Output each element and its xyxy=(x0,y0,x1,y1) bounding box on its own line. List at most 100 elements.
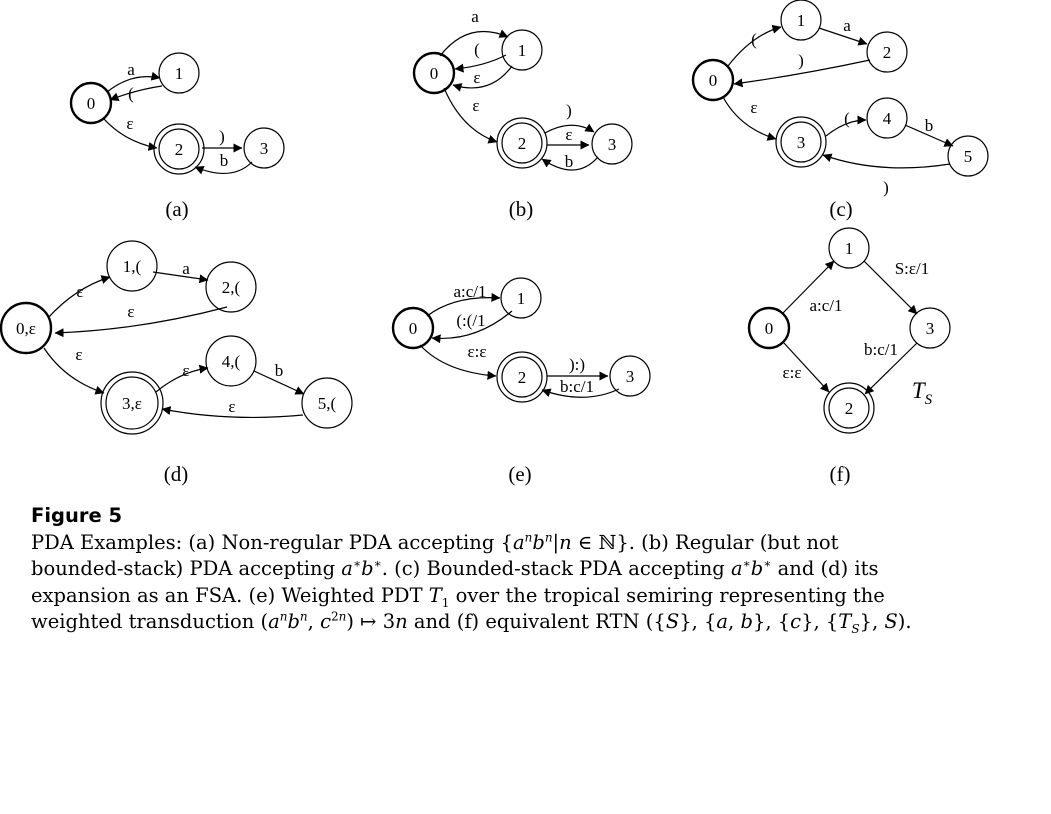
caption-text: }, xyxy=(859,610,885,633)
arc-b-0-2 xyxy=(443,87,498,144)
arc-d-0-3-label: ε xyxy=(75,345,82,364)
arc-b-0-2-label: ε xyxy=(472,96,479,115)
arc-b-2-3a-label: ) xyxy=(566,101,572,120)
state-b-1-label: 1 xyxy=(518,41,527,60)
state-c-3-label: 3 xyxy=(797,133,806,152)
caption-text: and (f) equivalent RTN ({ xyxy=(407,610,666,633)
arc-c-2-0-label: ) xyxy=(798,51,804,70)
caption-text: weighted transduction ( xyxy=(31,610,269,633)
panel-d-caption: (d) xyxy=(164,462,189,486)
state-f-0-outer xyxy=(747,306,791,350)
state-c-5-label: 5 xyxy=(964,147,973,166)
state-a-2-label: 2 xyxy=(175,140,184,159)
state-a-3-circle xyxy=(243,127,285,169)
arc-a-0-1 xyxy=(106,71,161,93)
arc-a-0-2 xyxy=(102,117,158,151)
state-b-3-label: 3 xyxy=(608,135,617,154)
state-c-0-label: 0 xyxy=(709,71,718,90)
state-d-1-circle xyxy=(106,240,158,292)
arc-d-2-0-label: ε xyxy=(127,302,134,321)
state-d-3-outer xyxy=(100,371,164,435)
panel-c xyxy=(691,0,989,177)
arc-d-0-1 xyxy=(47,275,111,319)
figure: 0 1 2 3 a ( ε ) b (a) 0 1 2 3 a ( ε ε ) … xyxy=(0,0,989,486)
state-d-4-label: 4,( xyxy=(222,352,241,371)
arc-e-2-3-label: ):) xyxy=(569,355,585,374)
state-d-2-circle xyxy=(205,261,257,313)
arc-d-4-5-label: b xyxy=(275,361,284,380)
arc-b-1-0b xyxy=(452,65,513,92)
state-e-1-label: 1 xyxy=(517,289,526,308)
arc-d-0-1-label: ε xyxy=(76,282,83,301)
panel-f-annotation-sub: S xyxy=(925,392,933,408)
state-f-0-label: 0 xyxy=(765,319,774,338)
arc-c-4-5 xyxy=(904,124,954,147)
caption-text: }, { xyxy=(752,610,791,633)
arc-b-2-3a xyxy=(544,123,595,134)
panel-f-annotation-main: T xyxy=(912,378,927,403)
arc-c-2-0 xyxy=(733,59,871,88)
state-c-1-circle xyxy=(780,0,822,41)
state-b-0-label: 0 xyxy=(430,64,439,83)
state-c-1-label: 1 xyxy=(797,11,806,30)
state-f-1-label: 1 xyxy=(845,239,854,258)
state-c-5-circle xyxy=(947,135,989,177)
caption-line-3: expansion as an FSA. (e) Weighted PDT T1… xyxy=(31,583,885,610)
panel-b-caption: (b) xyxy=(509,197,534,221)
panel-a xyxy=(69,52,285,175)
panel-d xyxy=(0,240,353,435)
state-b-1-circle xyxy=(501,29,543,71)
arc-c-1-2 xyxy=(818,27,868,46)
arc-a-3-2 xyxy=(194,161,253,175)
state-c-3-outer xyxy=(775,116,827,168)
arc-f-0-2-label: ε:ε xyxy=(782,363,801,382)
state-a-1-label: 1 xyxy=(175,64,184,83)
panel-a-caption: (a) xyxy=(165,197,188,221)
state-a-2-outer xyxy=(153,123,205,175)
state-c-2-label: 2 xyxy=(883,43,892,62)
state-e-0-outer xyxy=(391,306,435,350)
arc-f-0-2 xyxy=(783,342,830,393)
arc-a-1-0 xyxy=(109,85,163,102)
state-d-3-label: 3,ε xyxy=(122,394,142,413)
caption-text: and (d) its xyxy=(771,557,879,580)
arc-c-5-3 xyxy=(822,153,951,169)
state-d-4-circle xyxy=(205,335,257,387)
state-e-2-outer xyxy=(496,351,548,403)
arc-e-1-0-label: (:(/1 xyxy=(456,311,485,330)
state-d-0-label: 0,ε xyxy=(16,319,36,338)
caption-text: }, { xyxy=(679,610,717,633)
panel-f-annotation: TS xyxy=(912,378,933,408)
arc-e-0-1-label: a:c/1 xyxy=(453,282,486,301)
state-d-1-label: 1,( xyxy=(123,257,142,276)
arc-d-3-4-label: ε xyxy=(182,361,189,380)
arc-b-2-3b-label: ε xyxy=(565,125,572,144)
arc-c-4-5-label: b xyxy=(925,116,934,135)
caption-text: over the tropical semiring representing … xyxy=(449,583,885,607)
panel-f xyxy=(747,227,951,434)
caption-line-2: bounded-stack) PDA accepting a∗b∗. (c) B… xyxy=(31,556,879,580)
state-d-2-label: 2,( xyxy=(222,278,241,297)
arc-b-0-1 xyxy=(439,29,509,57)
state-a-0-outer xyxy=(69,81,113,125)
state-e-2-label: 2 xyxy=(518,368,527,387)
arc-e-0-2 xyxy=(419,344,497,380)
arc-f-0-1-label: a:c/1 xyxy=(809,296,842,315)
caption-text: ). xyxy=(897,610,912,633)
state-b-2-inner xyxy=(501,122,543,164)
state-b-2-outer xyxy=(496,117,548,169)
arc-b-1-0b-label: ε xyxy=(473,68,480,87)
caption-text: }, { xyxy=(801,610,839,633)
caption-text: . (c) Bounded-stack PDA accepting xyxy=(381,557,731,580)
arc-b-3-2-label: b xyxy=(565,152,574,171)
arc-d-5-3 xyxy=(161,406,304,419)
arc-d-1-2-label: a xyxy=(182,259,190,278)
state-f-1-circle xyxy=(828,227,870,269)
arc-a-0-2-label: ε xyxy=(126,114,133,133)
arc-c-0-1 xyxy=(727,24,782,67)
state-d-3-inner xyxy=(105,376,159,430)
state-c-4-circle xyxy=(866,97,908,139)
arc-f-0-1 xyxy=(781,260,835,315)
arc-a-3-2-label: b xyxy=(220,151,229,170)
arc-c-5-3-label: ) xyxy=(883,178,889,197)
